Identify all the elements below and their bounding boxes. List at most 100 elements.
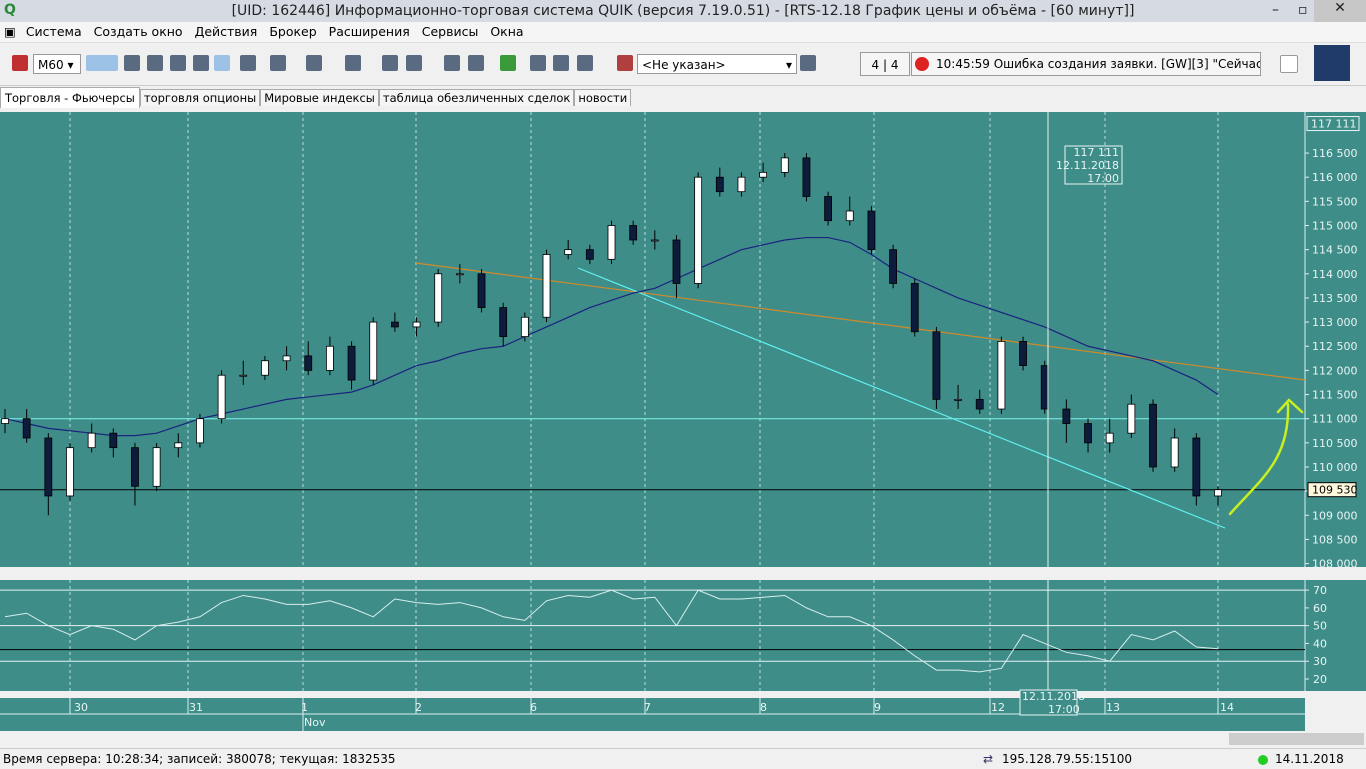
candle-body (282, 355, 291, 362)
crosshair-price-box (1306, 116, 1360, 132)
tab[interactable]: торговля опционы (139, 89, 261, 106)
crosshair-price: 117 111 (1074, 146, 1120, 159)
candle-body (1105, 432, 1114, 444)
scrollbar-thumb[interactable] (1229, 733, 1364, 745)
key-tool[interactable] (444, 55, 460, 71)
day-label: 8 (760, 701, 767, 714)
y-tick-label: 115 500 (1312, 195, 1358, 208)
window-tool-3[interactable] (577, 55, 593, 71)
chart-icon[interactable] (12, 55, 28, 71)
pencil-tool[interactable] (382, 55, 398, 71)
candle-body (975, 398, 984, 410)
window-tool-1[interactable] (530, 55, 546, 71)
zoom-out-tool[interactable] (170, 55, 186, 71)
y-tick-label: 113 000 (1312, 316, 1358, 329)
candle-body (455, 273, 464, 276)
zoom-in-tool[interactable] (147, 55, 163, 71)
tab[interactable]: Мировые индексы (260, 89, 379, 106)
indicator-panel (0, 580, 1366, 691)
order-tool[interactable] (468, 55, 484, 71)
menu-item[interactable]: Действия (194, 24, 258, 39)
y-tick-label: 109 000 (1312, 509, 1358, 522)
message-counter: 4 | 4 (860, 52, 910, 76)
account-value: <Не указан> (642, 58, 726, 72)
candle-body (131, 447, 139, 487)
fill-tool[interactable] (345, 55, 361, 71)
message-box[interactable]: 10:45:59 Ошибка создания заявки. [GW][3]… (911, 52, 1261, 76)
hand-tool-2[interactable] (240, 55, 256, 71)
candle-body (412, 321, 421, 328)
connection-indicator[interactable] (1314, 45, 1350, 81)
crosshair-box (1064, 145, 1123, 185)
interval-select[interactable]: M60 ▾ (33, 54, 81, 74)
toolbar: M60 ▾ <Не указан> ▾ 4 | 4 10:45:59 Ошибка… (0, 43, 1366, 86)
candle-body (22, 418, 31, 439)
month-label: Nov (304, 716, 326, 729)
candle-body (1040, 365, 1049, 410)
candle-body (694, 176, 703, 284)
menu-icon[interactable]: ▣ (4, 24, 16, 39)
y-tick-label: 116 500 (1312, 147, 1358, 160)
y-tick-label: 112 500 (1312, 340, 1358, 353)
text-tool[interactable] (306, 55, 322, 71)
candle-body (261, 360, 269, 376)
y-tick-label: 116 000 (1312, 171, 1358, 184)
candle-body (802, 157, 811, 197)
tab[interactable]: новости (574, 89, 632, 106)
indicator-tick-label: 60 (1313, 602, 1327, 615)
crosshair-tool[interactable] (86, 55, 118, 71)
crosshair-time: 17:00 (1087, 172, 1119, 185)
candle-body (1127, 403, 1136, 434)
menu-item[interactable]: Создать окно (93, 24, 183, 39)
last-price-box (1307, 482, 1357, 498)
candle-body (390, 321, 399, 328)
candle-body (954, 398, 962, 401)
candle-body (715, 176, 724, 193)
crosshair-date-box (1019, 689, 1078, 716)
window-title: [UID: 162446] Информационно-торговая сис… (231, 3, 1135, 19)
day-label: 13 (1106, 701, 1120, 714)
close-button[interactable]: ✕ (1314, 0, 1366, 22)
candle-body (780, 157, 789, 173)
trend-line (415, 262, 1306, 381)
day-label: 1 (301, 701, 308, 714)
ruler-tool[interactable] (193, 55, 209, 71)
account-button[interactable] (800, 55, 816, 71)
user-icon[interactable] (617, 55, 633, 71)
minimize-button[interactable]: – (1272, 2, 1279, 18)
menu-item[interactable]: Окна (490, 24, 524, 39)
candle-body (672, 239, 681, 284)
server-ip: 195.128.79.55:15100 (1002, 752, 1133, 766)
candle-body (1170, 437, 1179, 468)
candle-body (499, 307, 508, 337)
eraser-tool[interactable] (406, 55, 422, 71)
candle-body (737, 176, 746, 193)
day-label: 2 (415, 701, 422, 714)
candle-body (217, 374, 226, 420)
indicator-tick-label: 30 (1313, 655, 1327, 668)
y-tick-label: 114 500 (1312, 244, 1358, 257)
account-select[interactable]: <Не указан> ▾ (637, 54, 797, 74)
tab[interactable]: Торговля - Фьючерсы (0, 87, 140, 108)
drawn-arrow (1228, 398, 1304, 516)
menu-item[interactable]: Сервисы (421, 24, 479, 39)
move-tool[interactable] (124, 55, 140, 71)
window-tool-2[interactable] (553, 55, 569, 71)
y-tick-label: 110 500 (1312, 437, 1358, 450)
menu-item[interactable]: Система (25, 24, 82, 39)
candle-body (650, 239, 659, 242)
search-button[interactable] (1280, 55, 1298, 73)
menu-item[interactable]: Брокер (269, 24, 317, 39)
maximize-button[interactable]: ▫ (1298, 2, 1308, 18)
moving-average (4, 236, 1219, 437)
tab[interactable]: таблица обезличенных сделок (378, 89, 575, 106)
crosshair-date: 12.11.2018 (1056, 159, 1119, 172)
candle-body (66, 447, 74, 497)
menu-item[interactable]: Расширения (328, 24, 410, 39)
add-tool[interactable] (500, 55, 516, 71)
candle-body (1019, 341, 1027, 366)
line-tool[interactable] (270, 55, 286, 71)
hand-tool[interactable] (214, 55, 230, 71)
candle-body (629, 225, 638, 241)
